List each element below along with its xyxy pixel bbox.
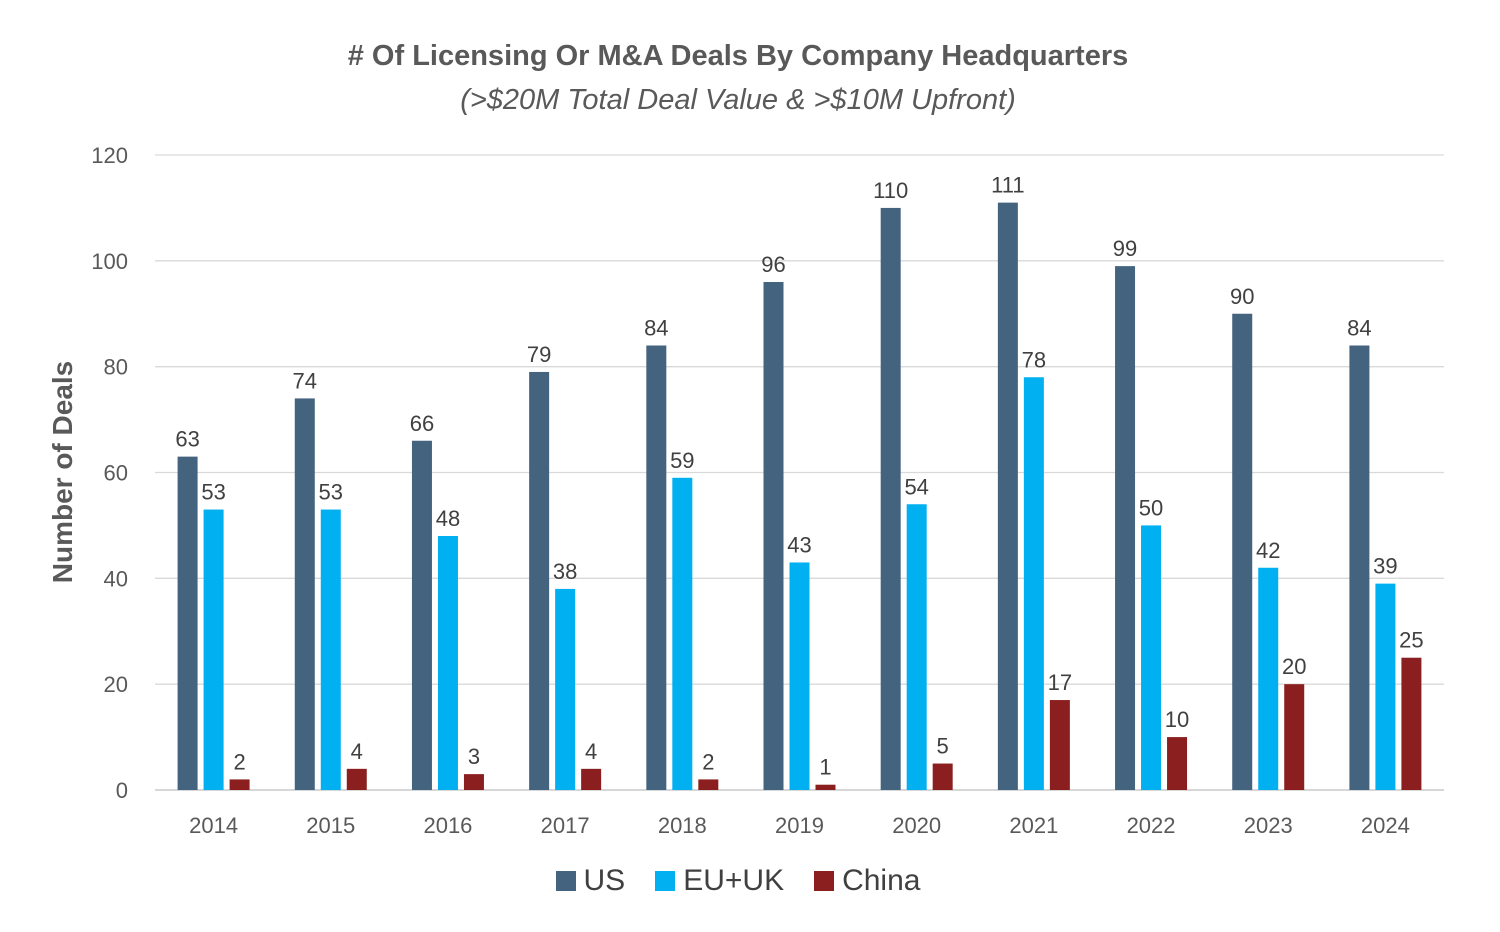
data-label: 110 bbox=[873, 178, 908, 203]
bar-us-2017 bbox=[529, 371, 550, 790]
data-label: 90 bbox=[1230, 284, 1254, 309]
bar-euuk-2019 bbox=[789, 562, 810, 790]
y-tick-label: 100 bbox=[91, 249, 128, 274]
data-label: 78 bbox=[1022, 347, 1046, 372]
x-tick-label: 2021 bbox=[1009, 813, 1058, 838]
legend: US EU+UK China bbox=[0, 864, 1476, 898]
x-tick-label: 2018 bbox=[658, 813, 707, 838]
bar-us-2024 bbox=[1349, 345, 1370, 790]
data-label: 50 bbox=[1139, 495, 1163, 520]
data-label: 48 bbox=[436, 506, 460, 531]
y-tick-label: 80 bbox=[104, 355, 128, 380]
bar-us-2015 bbox=[294, 398, 315, 790]
bar-euuk-2016 bbox=[437, 536, 458, 790]
x-tick-label: 2022 bbox=[1127, 813, 1176, 838]
legend-item: US bbox=[555, 864, 626, 898]
bar-euuk-2024 bbox=[1375, 583, 1396, 790]
bar-china-2014 bbox=[229, 779, 250, 790]
bar-us-2019 bbox=[763, 282, 784, 790]
chart-subtitle: (>$20M Total Deal Value & >$10M Upfront) bbox=[460, 84, 1016, 116]
bar-us-2018 bbox=[646, 345, 667, 790]
x-tick-label: 2017 bbox=[541, 813, 590, 838]
data-label: 59 bbox=[670, 448, 694, 473]
y-tick-label: 60 bbox=[104, 461, 128, 486]
data-label: 1 bbox=[819, 755, 831, 780]
data-label: 99 bbox=[1113, 236, 1137, 261]
data-label: 4 bbox=[585, 739, 597, 764]
y-tick-label: 40 bbox=[104, 566, 128, 591]
bar-china-2019 bbox=[815, 784, 836, 790]
data-label: 2 bbox=[233, 749, 245, 774]
legend-label: China bbox=[842, 864, 921, 897]
bar-us-2022 bbox=[1115, 266, 1136, 790]
bar-euuk-2023 bbox=[1258, 567, 1279, 790]
data-label: 39 bbox=[1373, 554, 1397, 579]
data-label: 5 bbox=[937, 734, 949, 759]
legend-swatch bbox=[814, 871, 835, 891]
x-tick-label: 2015 bbox=[306, 813, 355, 838]
data-label: 2 bbox=[702, 749, 714, 774]
bar-euuk-2022 bbox=[1141, 525, 1162, 790]
bar-china-2021 bbox=[1049, 700, 1070, 790]
bar-euuk-2020 bbox=[906, 504, 927, 790]
data-label: 63 bbox=[175, 427, 199, 452]
data-label: 53 bbox=[319, 480, 343, 505]
bar-china-2020 bbox=[932, 763, 953, 790]
data-label: 74 bbox=[293, 368, 317, 393]
bar-us-2020 bbox=[880, 207, 901, 790]
data-label: 10 bbox=[1165, 707, 1189, 732]
x-tick-label: 2014 bbox=[189, 813, 238, 838]
legend-item: EU+UK bbox=[655, 864, 784, 898]
data-label: 66 bbox=[410, 411, 434, 436]
data-label: 54 bbox=[904, 474, 928, 499]
bar-us-2016 bbox=[411, 440, 432, 790]
legend-swatch bbox=[555, 871, 576, 891]
legend-label: US bbox=[583, 864, 626, 897]
bar-china-2015 bbox=[346, 768, 367, 790]
data-label: 42 bbox=[1256, 538, 1280, 563]
data-label: 53 bbox=[201, 480, 225, 505]
bar-china-2022 bbox=[1167, 737, 1188, 790]
y-tick-label: 20 bbox=[104, 672, 128, 697]
chart-title: # Of Licensing Or M&A Deals By Company H… bbox=[347, 40, 1129, 72]
bar-us-2021 bbox=[997, 202, 1018, 790]
bar-us-2014 bbox=[177, 456, 198, 790]
x-tick-label: 2023 bbox=[1244, 813, 1293, 838]
x-tick-label: 2020 bbox=[892, 813, 941, 838]
bar-us-2023 bbox=[1232, 313, 1253, 790]
bar-china-2016 bbox=[463, 774, 484, 790]
bar-china-2017 bbox=[581, 768, 602, 790]
bar-euuk-2017 bbox=[555, 588, 576, 790]
x-tick-label: 2019 bbox=[775, 813, 824, 838]
bar-china-2018 bbox=[698, 779, 719, 790]
bar-euuk-2021 bbox=[1023, 377, 1044, 790]
data-label: 111 bbox=[991, 173, 1024, 198]
legend-swatch bbox=[655, 871, 676, 891]
data-label: 3 bbox=[468, 744, 480, 769]
data-label: 38 bbox=[553, 559, 577, 584]
y-tick-label: 0 bbox=[116, 778, 128, 803]
y-tick-label: 120 bbox=[91, 143, 128, 168]
x-tick-label: 2024 bbox=[1361, 813, 1410, 838]
data-label: 84 bbox=[644, 316, 668, 341]
data-label: 79 bbox=[527, 342, 551, 367]
legend-item: China bbox=[814, 864, 920, 898]
bar-euuk-2014 bbox=[203, 509, 224, 790]
legend-label: EU+UK bbox=[683, 864, 785, 897]
x-tick-label: 2016 bbox=[423, 813, 472, 838]
data-label: 25 bbox=[1399, 628, 1423, 653]
data-label: 20 bbox=[1282, 654, 1306, 679]
data-label: 84 bbox=[1347, 316, 1371, 341]
bar-china-2024 bbox=[1401, 657, 1422, 790]
bar-euuk-2018 bbox=[672, 477, 693, 790]
data-label: 96 bbox=[761, 252, 785, 277]
bar-china-2023 bbox=[1284, 684, 1305, 790]
data-label: 43 bbox=[787, 532, 811, 557]
y-axis-label: Number of Deals bbox=[47, 361, 78, 584]
bar-euuk-2015 bbox=[320, 509, 341, 790]
data-label: 4 bbox=[351, 739, 363, 764]
data-label: 17 bbox=[1048, 670, 1072, 695]
